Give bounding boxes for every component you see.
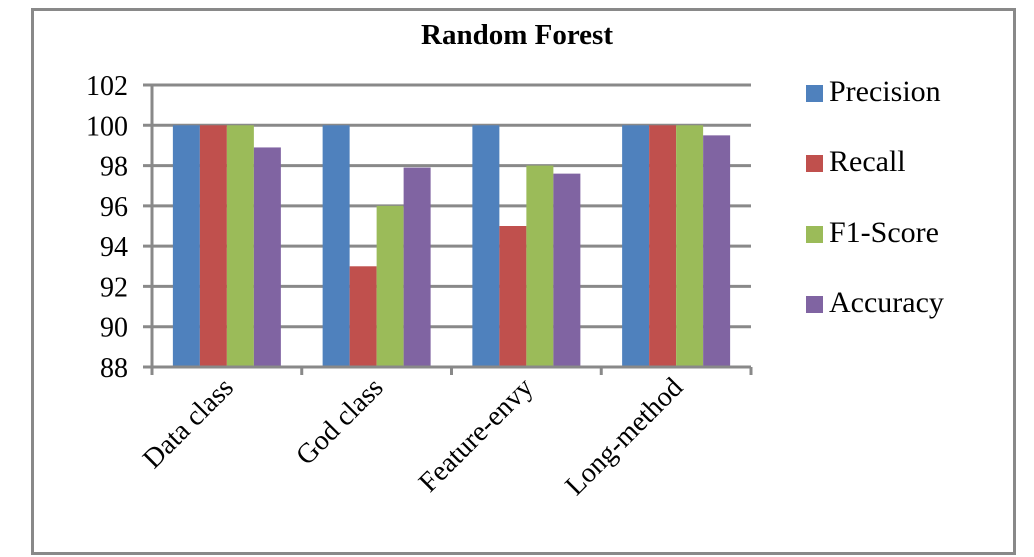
- y-tick-label: 102: [86, 71, 128, 102]
- bar-accuracy: [553, 173, 581, 367]
- bar-precision: [622, 125, 650, 368]
- bar-f1-score: [376, 205, 404, 367]
- y-tick-label: 88: [100, 353, 128, 384]
- bar-accuracy: [703, 135, 731, 367]
- legend-swatch-icon: [806, 85, 823, 102]
- bar-f1-score: [526, 165, 554, 367]
- bar-recall: [349, 266, 377, 367]
- bar-precision: [322, 125, 350, 368]
- legend-swatch-icon: [806, 226, 823, 243]
- x-category-label: Long-method: [559, 372, 689, 502]
- bar-recall: [499, 226, 527, 367]
- legend-label: Precision: [829, 75, 941, 108]
- bar-recall: [199, 125, 227, 368]
- bar-precision: [472, 125, 500, 368]
- bar-precision: [172, 125, 200, 368]
- x-category-label: Feature-envy: [413, 372, 539, 498]
- y-tick-label: 100: [86, 111, 128, 142]
- bar-f1-score: [226, 125, 254, 368]
- y-tick-label: 98: [100, 152, 128, 183]
- legend-label: Recall: [829, 145, 906, 178]
- chart-title: Random Forest: [421, 19, 613, 51]
- y-tick-label: 90: [100, 313, 128, 344]
- legend-label: F1-Score: [829, 216, 939, 249]
- bar-accuracy: [403, 167, 431, 367]
- y-tick-label: 92: [100, 272, 128, 303]
- bar-f1-score: [676, 125, 704, 368]
- y-tick-label: 94: [100, 232, 128, 263]
- bar-recall: [649, 125, 677, 368]
- bar-accuracy: [253, 147, 281, 367]
- legend-swatch-icon: [806, 155, 823, 172]
- y-tick-label: 96: [100, 192, 128, 223]
- bars: [172, 125, 731, 368]
- legend-label: Accuracy: [829, 286, 944, 319]
- x-category-label: God class: [290, 372, 389, 471]
- x-category-label: Data class: [137, 372, 240, 475]
- legend-swatch-icon: [806, 296, 823, 313]
